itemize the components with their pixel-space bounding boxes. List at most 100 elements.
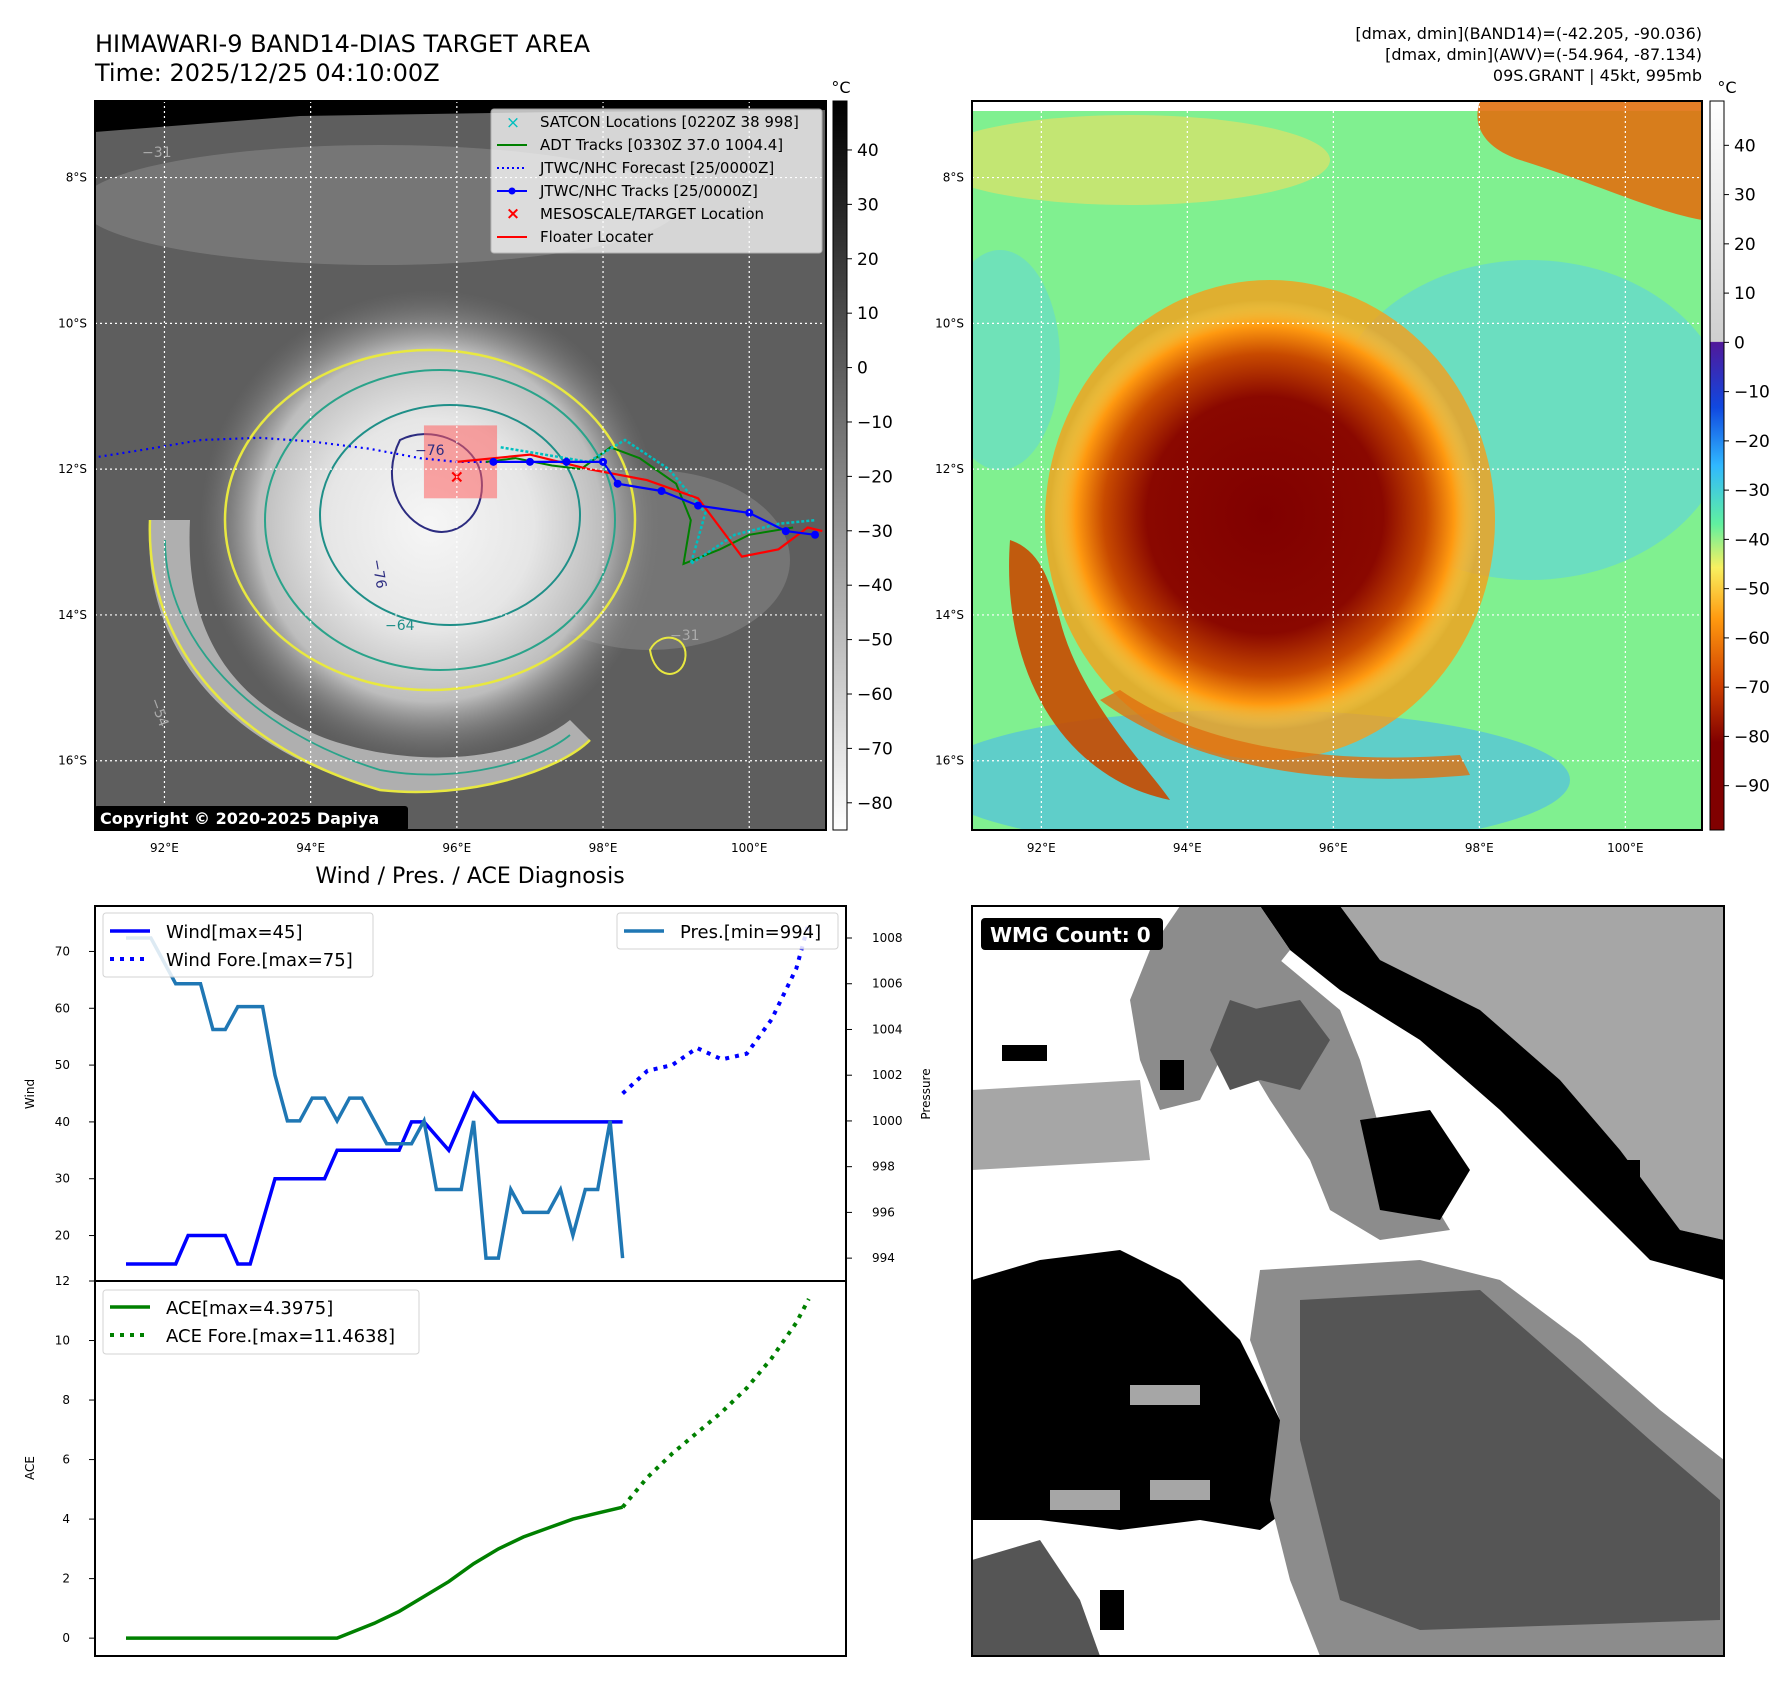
lon-tick-label: 100°E xyxy=(731,841,768,855)
lon-tick-label: 100°E xyxy=(1607,841,1644,855)
wmg-gray-region-southwest xyxy=(972,1540,1100,1656)
contour-mid xyxy=(264,369,616,671)
wmg-frame xyxy=(971,905,1725,1657)
ace-tick-label: 10 xyxy=(55,1334,70,1348)
legend-entry: Floater Locater xyxy=(540,228,654,246)
colorbar-tick-label: −60 xyxy=(857,685,893,705)
right-map-lat-labels: 8°S 10°S 12°S 14°S 16°S xyxy=(935,171,964,768)
pressure-tick-label: 998 xyxy=(872,1160,895,1174)
ace-tick-label: 4 xyxy=(62,1512,70,1526)
wind-legend: Wind[max=45] Wind Fore.[max=75] xyxy=(102,912,374,978)
ace-tick-label: 6 xyxy=(62,1453,70,1467)
lat-tick-label: 16°S xyxy=(935,754,964,768)
lat-tick-label: 14°S xyxy=(935,608,964,622)
pressure-tick-label: 996 xyxy=(872,1205,895,1219)
wmg-gray-region-west xyxy=(972,1080,1150,1170)
ace-tick-label: 8 xyxy=(62,1393,70,1407)
contour-label: −76 xyxy=(368,558,389,590)
wmg-block xyxy=(1002,1045,1047,1061)
colorbar-tick-label: 10 xyxy=(857,304,879,324)
contour-inner xyxy=(319,404,581,626)
ace-tick-label: 12 xyxy=(55,1274,70,1288)
pressure-axis-ticks: 994 996 998 1000 1002 1004 1006 1008 xyxy=(846,931,903,1265)
colorbar-tick-label: −90 xyxy=(1734,777,1770,797)
lon-tick-label: 94°E xyxy=(1173,841,1202,855)
copyright-badge xyxy=(94,806,408,831)
cold-band-northeast xyxy=(1477,101,1702,220)
figure-time: Time: 2025/12/25 04:10:00Z xyxy=(94,59,440,87)
wind-forecast-series-line xyxy=(621,922,811,1095)
lat-tick-label: 16°S xyxy=(58,754,87,768)
wmg-block xyxy=(1150,1480,1210,1500)
jtwc-track-point xyxy=(562,457,571,466)
track-legend: × SATCON Locations [0220Z 38 998] ADT Tr… xyxy=(490,108,823,254)
colorbar-tick-label: 0 xyxy=(1734,333,1745,353)
ace-tick-label: 0 xyxy=(62,1631,70,1645)
ace-series-line xyxy=(126,1505,624,1640)
colorbar-tick-label: 20 xyxy=(1734,235,1756,255)
lat-tick-label: 8°S xyxy=(943,171,964,185)
legend-entry: Wind Fore.[max=75] xyxy=(166,950,353,971)
jtwc-track-point xyxy=(613,479,622,488)
band14-stats: [dmax, dmin](BAND14)=(-42.205, -90.036) xyxy=(1355,24,1702,43)
left-colorbar-ticks: 40 30 20 10 0 −10 −20 −30 −40 −50 −60 −70 −80 xyxy=(847,141,893,814)
satcon-legend-marker: × xyxy=(506,113,520,133)
lat-tick-label: 12°S xyxy=(58,462,87,476)
lon-tick-label: 98°E xyxy=(589,841,618,855)
colorbar-tick-label: 20 xyxy=(857,250,879,270)
pressure-series-line xyxy=(126,936,625,1260)
lon-tick-label: 92°E xyxy=(150,841,179,855)
lat-tick-label: 10°S xyxy=(935,316,964,330)
wind-tick-label: 70 xyxy=(55,944,70,958)
left-colorbar xyxy=(832,100,848,831)
jtwc-track-point xyxy=(694,501,703,510)
wmg-block xyxy=(1160,1060,1184,1090)
legend-entry: SATCON Locations [0220Z 38 998] xyxy=(540,113,799,131)
wmg-dark-region-northwest xyxy=(1210,1000,1260,1090)
left-map-panel: × −76 −76 −64 −31 −31 −54 × SATCON Locat… xyxy=(58,78,893,855)
legend-entry: ACE Fore.[max=11.4638] xyxy=(166,1326,395,1347)
left-map-lon-labels: 92°E 94°E 96°E 98°E 100°E xyxy=(150,841,767,855)
jtwc-track-point xyxy=(781,527,790,536)
colorbar-tick-label: −70 xyxy=(1734,678,1770,698)
wmg-block xyxy=(1130,1385,1200,1405)
wind-axis-label: Wind xyxy=(23,1079,37,1109)
colorbar-tick-label: 40 xyxy=(857,141,879,161)
cool-ocean-west xyxy=(972,250,1060,470)
left-colorbar-unit: °C xyxy=(831,78,850,97)
adt-track xyxy=(485,446,794,566)
wind-tick-label: 20 xyxy=(55,1229,70,1243)
ace-legend: ACE[max=4.3975] ACE Fore.[max=11.4638] xyxy=(102,1289,420,1355)
legend-entry: JTWC/NHC Forecast [25/0000Z] xyxy=(539,159,774,177)
wmg-dark-region-north xyxy=(1250,1000,1330,1090)
colorbar-tick-label: 0 xyxy=(857,359,868,379)
jtwc-track-legend-dot xyxy=(508,187,516,195)
jtwc-track-point xyxy=(811,530,820,539)
wind-axis-ticks: 20 30 40 50 60 70 xyxy=(55,944,95,1243)
wmg-block xyxy=(1100,1590,1124,1630)
right-map-gridlines xyxy=(972,101,1702,830)
awv-stats: [dmax, dmin](AWV)=(-54.964, -87.134) xyxy=(1385,45,1702,64)
wind-tick-label: 30 xyxy=(55,1172,70,1186)
spiral-band xyxy=(149,520,590,792)
legend-entry: Pres.[min=994] xyxy=(680,922,821,943)
colorbar-tick-label: −60 xyxy=(1734,629,1770,649)
diagnosis-chart-title: Wind / Pres. / ACE Diagnosis xyxy=(315,864,624,889)
pressure-tick-label: 994 xyxy=(872,1251,895,1265)
contour-east-cell xyxy=(648,636,687,675)
colorbar-tick-label: −30 xyxy=(1734,481,1770,501)
ace-tick-label: 2 xyxy=(62,1572,70,1586)
wmg-gray-region-north xyxy=(1130,906,1290,1110)
jtwc-forecast-track xyxy=(98,436,494,463)
pressure-tick-label: 1000 xyxy=(872,1114,903,1128)
contour-label: −31 xyxy=(670,628,700,644)
colorbar-tick-label: 30 xyxy=(1734,186,1756,206)
contour-label: −64 xyxy=(385,618,415,634)
wind-tick-label: 50 xyxy=(55,1058,70,1072)
wind-series-line xyxy=(126,1090,623,1266)
colorbar-tick-label: −10 xyxy=(1734,383,1770,403)
ace-axis-label: ACE xyxy=(23,1456,37,1480)
right-colorbar xyxy=(1709,100,1725,831)
cyclone-cloud-shield xyxy=(200,290,660,760)
